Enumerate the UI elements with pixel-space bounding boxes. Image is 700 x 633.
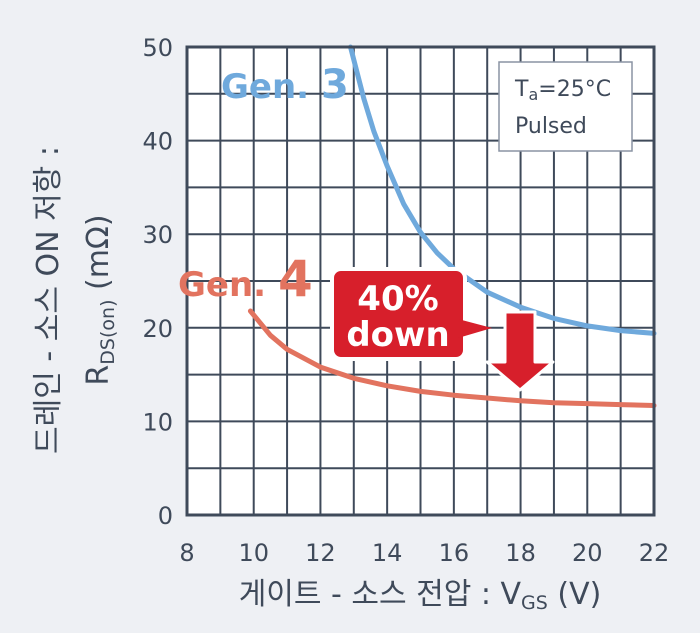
- y-tick-label: 40: [142, 128, 173, 156]
- x-axis-title: 게이트 - 소스 전압 : VGS (V): [239, 577, 602, 614]
- conditions-pulsed: Pulsed: [515, 114, 587, 139]
- y-tick-label: 50: [142, 34, 173, 62]
- x-tick-label: 8: [179, 539, 194, 567]
- down-arrow-icon: [485, 310, 555, 392]
- callout-pointer: [458, 319, 492, 338]
- callout-percent: 40%: [357, 279, 438, 319]
- conditions-temperature: Ta=25°C: [514, 77, 611, 104]
- y-tick-label: 20: [142, 315, 173, 343]
- series-label-gen4-prefix: Gen.: [178, 265, 278, 305]
- series-line-gen4: [247, 308, 657, 408]
- y-axis-title: 드레인 - 소스 ON 저항 : RDS(on) (mΩ): [31, 146, 119, 454]
- series-label-gen3-prefix: Gen.: [221, 67, 321, 107]
- y-axis-title-unit: (mΩ): [81, 214, 116, 299]
- plot-frame: [185, 45, 656, 517]
- x-tick-label: 16: [439, 539, 470, 567]
- y-axis-title-line2: RDS(on) (mΩ): [81, 214, 119, 385]
- x-axis-title-unit: (V): [548, 577, 601, 612]
- x-tick-label: 14: [372, 539, 403, 567]
- x-tick-label: 18: [505, 539, 536, 567]
- y-tick-label: 0: [158, 502, 173, 530]
- y-axis-title-subscript: DS(on): [97, 300, 119, 365]
- tick-labels: 8 10 12 14 16 18 20 22 0 10 20 30 40 50: [142, 34, 669, 567]
- conditions-temperature-main: T: [514, 77, 529, 102]
- x-axis-title-main: 게이트 - 소스 전압 : V: [239, 577, 522, 612]
- reduction-callout: 40% down: [330, 267, 555, 392]
- y-tick-label: 30: [142, 221, 173, 249]
- conditions-box-frame: [498, 61, 633, 152]
- series-label-gen4: Gen. 4: [178, 250, 313, 308]
- y-tick-label: 10: [142, 408, 173, 436]
- series-label-gen3: Gen. 3: [221, 62, 349, 108]
- x-tick-label: 12: [305, 539, 336, 567]
- y-axis-title-line1: 드레인 - 소스 ON 저항 :: [31, 146, 66, 454]
- x-tick-label: 20: [572, 539, 603, 567]
- x-tick-label: 10: [238, 539, 269, 567]
- conditions-box: Ta=25°C Pulsed: [498, 61, 633, 152]
- series-layer: [247, 44, 657, 408]
- callout-down: down: [346, 315, 449, 355]
- series-label-gen3-number: 3: [321, 62, 349, 108]
- series-line-gen3: [348, 44, 657, 336]
- series-label-gen4-number: 4: [278, 250, 313, 308]
- conditions-temperature-rest: =25°C: [538, 77, 611, 102]
- conditions-temperature-sub: a: [528, 85, 538, 104]
- grid: [187, 47, 654, 515]
- x-axis-title-subscript: GS: [521, 592, 548, 614]
- x-tick-label: 22: [639, 539, 670, 567]
- y-axis-title-symbol: R: [81, 365, 116, 386]
- callout-box: [330, 267, 467, 361]
